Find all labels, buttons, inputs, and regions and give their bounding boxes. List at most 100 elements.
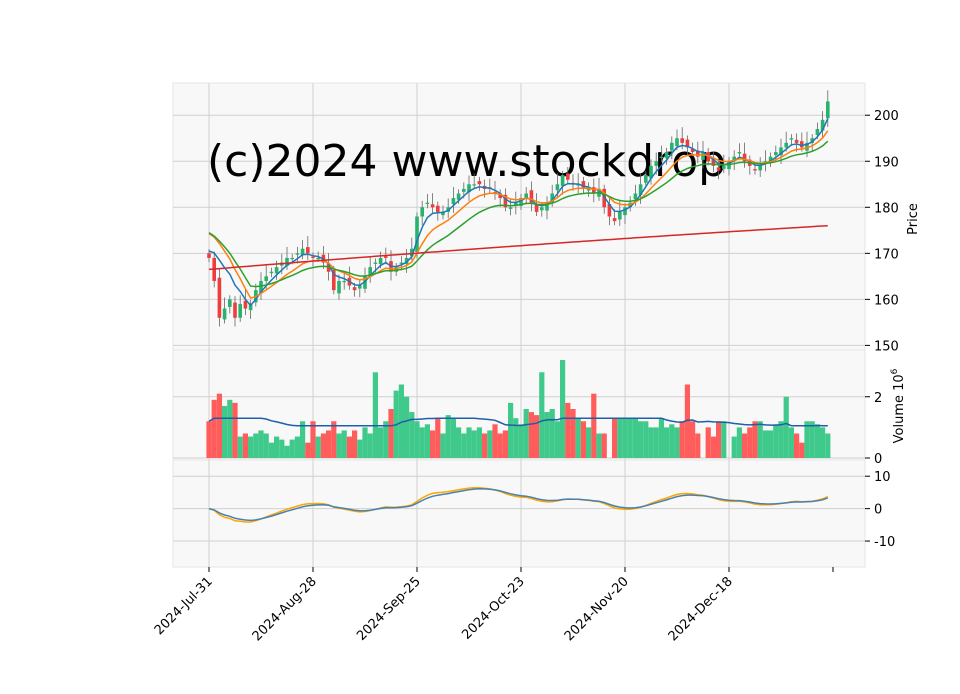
volume-bar: [684, 384, 690, 458]
candle-body: [425, 202, 430, 205]
candle-body: [290, 257, 294, 260]
candle-body: [737, 152, 742, 154]
volume-bar: [310, 421, 316, 458]
volume-bar: [404, 396, 410, 458]
candle-body: [415, 216, 419, 252]
candle-body: [768, 156, 773, 163]
volume-bar: [783, 396, 789, 458]
volume-bar: [549, 409, 555, 458]
volume-bar: [705, 427, 711, 458]
candle-body: [685, 139, 690, 148]
candle-body: [358, 285, 362, 289]
candle-body: [581, 181, 586, 189]
oscillator-tick-label: -10: [874, 535, 895, 550]
volume-bar: [315, 436, 321, 458]
candle-body: [644, 175, 648, 183]
candle-body: [805, 142, 809, 151]
volume-bar: [471, 430, 477, 458]
volume-bar: [232, 402, 238, 458]
oscillator-lines: [208, 486, 829, 523]
x-tick-label: 2024-Sep-25: [354, 574, 424, 644]
volume-bar: [565, 402, 571, 458]
oscillator-panel: [172, 459, 866, 568]
candle-body: [514, 202, 518, 206]
x-tick-label: 2024-Oct-23: [459, 574, 527, 642]
price-tick-label: 170: [874, 247, 899, 262]
volume-bar: [258, 430, 264, 458]
candle-body: [373, 262, 378, 264]
candle-body: [545, 202, 549, 211]
candle-body: [436, 205, 440, 212]
volume-bar: [804, 421, 810, 458]
volume-bars: [206, 360, 831, 458]
volume-bar: [383, 421, 389, 458]
volume-bar: [367, 433, 373, 458]
volume-bar: [612, 418, 618, 458]
candle-body: [352, 287, 357, 291]
candle-body: [711, 158, 716, 166]
ma-line-trend: [208, 224, 828, 271]
candle-body: [394, 267, 398, 272]
volume-bar: [326, 430, 332, 458]
volume-tick-label: 2: [874, 391, 882, 406]
candle-body: [363, 276, 367, 289]
volume-bar: [435, 418, 441, 458]
volume-bar: [211, 399, 217, 458]
volume-bar: [476, 427, 482, 458]
candle-body: [207, 253, 211, 258]
volume-bar: [658, 418, 664, 458]
candle-body: [519, 198, 523, 206]
candle-body: [368, 267, 372, 277]
volume-bar: [544, 412, 550, 458]
price-panel: [172, 82, 866, 351]
candle-body: [810, 138, 814, 143]
volume-ma-line: [208, 417, 828, 427]
volume-bar: [518, 424, 524, 458]
volume-bar: [341, 430, 347, 458]
candle-body: [623, 207, 627, 216]
volume-bar: [736, 427, 742, 458]
volume-bar: [461, 433, 467, 458]
candle-body: [618, 211, 622, 220]
volume-bar: [274, 436, 280, 458]
x-axis-ticks: 2024-Jul-31 2024-Aug-28 2024-Sep-25 2024-Oc…: [152, 567, 834, 644]
volume-bar: [539, 372, 545, 458]
volume-axis-label: Volume 106: [890, 368, 907, 443]
candle-body: [633, 193, 638, 200]
volume-bar: [388, 409, 394, 458]
candle-body: [399, 262, 404, 264]
volume-bar: [731, 436, 737, 458]
candle-body: [680, 138, 684, 143]
volume-bar: [216, 393, 222, 458]
volume-bar: [320, 433, 326, 458]
candle-body: [420, 207, 424, 217]
price-tick-label: 150: [874, 339, 899, 354]
volume-bar: [664, 427, 670, 458]
candle-body: [467, 184, 471, 193]
volume-bar: [570, 409, 576, 458]
volume-bar: [237, 436, 243, 458]
volume-bar: [820, 427, 826, 458]
candle-body: [555, 184, 560, 191]
oscillator-line-fast: [208, 488, 829, 522]
candle-body: [529, 190, 534, 203]
volume-bar: [679, 421, 685, 458]
volume-bar: [809, 421, 815, 458]
volume-bar: [497, 433, 503, 458]
volume-bar: [601, 433, 607, 458]
price-tick-label: 180: [874, 201, 899, 216]
volume-bar: [487, 430, 493, 458]
oscillator-tick-label: 0: [874, 503, 882, 518]
volume-bar: [242, 433, 248, 458]
volume-bar: [513, 418, 519, 458]
volume-bar: [227, 399, 233, 458]
candle-body: [696, 150, 700, 157]
volume-bar: [466, 427, 472, 458]
candle-body: [607, 204, 612, 217]
candle-body: [566, 173, 570, 180]
candle-body: [763, 161, 768, 163]
candle-body: [675, 138, 679, 147]
volume-bar: [424, 424, 430, 458]
candle-body: [332, 270, 336, 291]
